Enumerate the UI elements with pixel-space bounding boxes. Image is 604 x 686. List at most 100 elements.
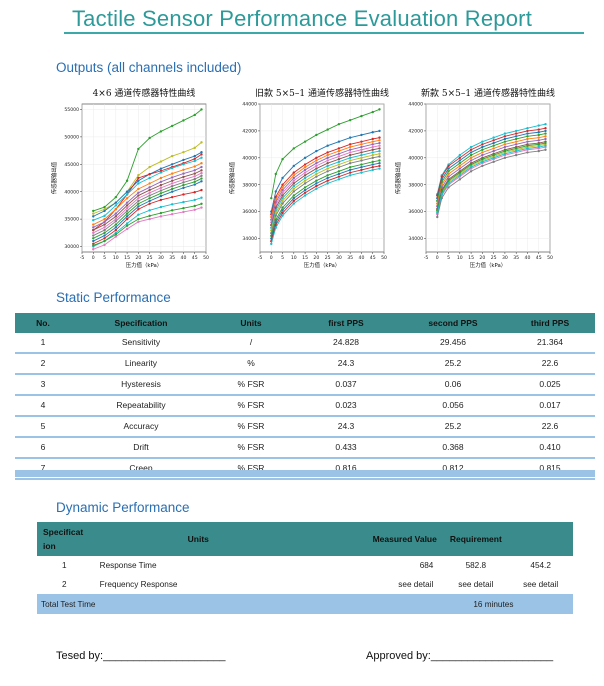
y-tick-label: 44000 xyxy=(242,102,257,108)
data-point xyxy=(159,215,163,218)
dynamic-header-row: Specificat ion Units Measured Value Requ… xyxy=(37,522,573,556)
x-tick-label: 20 xyxy=(313,255,319,261)
data-point xyxy=(303,188,307,192)
data-point xyxy=(326,144,329,147)
data-point xyxy=(378,144,381,147)
cell: 25.2 xyxy=(401,416,505,438)
series-line-3 xyxy=(270,137,380,215)
data-point xyxy=(360,140,363,143)
data-point xyxy=(292,171,296,174)
x-tick-label: 5 xyxy=(281,255,284,261)
cell: 1 xyxy=(62,561,67,570)
data-point xyxy=(315,184,318,188)
data-point xyxy=(274,172,277,176)
data-point xyxy=(193,180,196,184)
data-point xyxy=(292,196,296,200)
data-point xyxy=(440,190,443,193)
data-point xyxy=(492,139,495,142)
data-point xyxy=(378,136,381,139)
data-point xyxy=(281,206,284,209)
data-point xyxy=(492,144,495,147)
data-point xyxy=(281,176,284,180)
data-point xyxy=(182,172,185,175)
data-point xyxy=(326,162,329,165)
data-point xyxy=(371,168,374,172)
cell: 0.037 xyxy=(291,374,401,396)
cell: 29.456 xyxy=(401,333,505,354)
data-point xyxy=(200,206,203,209)
table-row: 1 Response Time 684 582.8 454.2 xyxy=(37,556,573,575)
data-point xyxy=(447,170,450,173)
cell: % FSR xyxy=(211,395,291,417)
data-point xyxy=(125,190,129,193)
cell: Accuracy xyxy=(71,416,211,438)
data-point xyxy=(281,157,284,161)
series-line-3 xyxy=(436,130,546,199)
data-point xyxy=(114,235,118,238)
data-point xyxy=(125,212,129,215)
series-line-10 xyxy=(436,149,546,218)
data-point xyxy=(274,198,277,201)
data-point xyxy=(492,153,495,157)
data-point xyxy=(92,234,95,237)
data-point xyxy=(447,186,450,189)
data-point xyxy=(170,195,174,199)
x-tick-label: 45 xyxy=(192,255,198,261)
dynamic-performance-table: Specificat ion Units Measured Value Requ… xyxy=(37,522,573,614)
data-point xyxy=(440,175,443,178)
x-tick-label: -5 xyxy=(258,255,263,261)
x-tick-label: 0 xyxy=(92,255,95,261)
data-point xyxy=(303,163,307,166)
data-point xyxy=(544,127,547,130)
data-point xyxy=(378,149,381,153)
data-point xyxy=(326,179,329,182)
series-line-2 xyxy=(270,130,380,212)
col-specification: Specification xyxy=(71,313,211,333)
data-point xyxy=(315,156,318,160)
data-point xyxy=(274,201,277,204)
data-point xyxy=(503,145,507,149)
data-point xyxy=(440,192,443,196)
data-point xyxy=(292,176,296,180)
data-point xyxy=(170,182,174,185)
x-tick-label: 30 xyxy=(502,255,508,261)
data-point xyxy=(170,163,174,166)
data-point xyxy=(292,182,296,185)
data-point xyxy=(526,129,529,133)
data-point xyxy=(292,187,296,190)
data-point xyxy=(193,172,196,175)
data-point xyxy=(148,209,151,212)
data-point xyxy=(526,151,529,154)
data-point xyxy=(159,180,163,184)
cell: / xyxy=(211,333,291,354)
data-point xyxy=(170,154,174,158)
data-point xyxy=(125,217,129,221)
series-line-9 xyxy=(436,146,546,215)
data-point xyxy=(92,231,95,235)
data-point xyxy=(159,211,163,215)
data-point xyxy=(159,167,163,170)
data-point xyxy=(537,133,540,137)
data-point xyxy=(503,140,507,143)
title-underline xyxy=(64,32,584,34)
data-point xyxy=(526,147,529,150)
data-point xyxy=(170,166,174,170)
data-point xyxy=(526,144,529,147)
data-point xyxy=(200,108,203,111)
cell: 0.06 xyxy=(401,374,505,396)
data-point xyxy=(292,179,296,182)
series-line-5 xyxy=(436,135,546,204)
y-tick-label: 42000 xyxy=(242,129,257,135)
data-point xyxy=(537,139,540,142)
series-line-7 xyxy=(436,141,546,210)
data-point xyxy=(92,239,95,243)
data-point xyxy=(103,217,106,221)
data-point xyxy=(193,165,196,168)
data-point xyxy=(137,217,140,221)
data-point xyxy=(148,217,151,221)
x-tick-label: 25 xyxy=(147,255,153,261)
report-title: Tactile Sensor Performance Evaluation Re… xyxy=(71,6,533,31)
data-point xyxy=(114,212,118,215)
data-point xyxy=(200,156,203,159)
x-tick-label: 25 xyxy=(491,255,497,261)
